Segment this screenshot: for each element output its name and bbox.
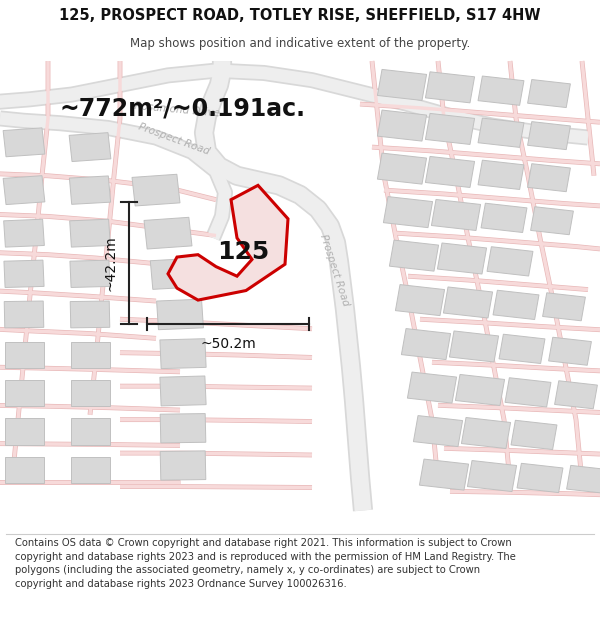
Text: Map shows position and indicative extent of the property.: Map shows position and indicative extent… (130, 38, 470, 51)
Polygon shape (554, 381, 598, 409)
Polygon shape (481, 203, 527, 232)
Polygon shape (493, 290, 539, 319)
Polygon shape (157, 299, 203, 330)
Polygon shape (70, 301, 110, 328)
Polygon shape (425, 72, 475, 103)
Polygon shape (3, 176, 45, 204)
Polygon shape (419, 459, 469, 490)
Polygon shape (70, 260, 110, 288)
Polygon shape (431, 199, 481, 231)
Polygon shape (132, 174, 180, 206)
Polygon shape (395, 284, 445, 316)
Polygon shape (3, 128, 45, 157)
Polygon shape (455, 374, 505, 406)
Polygon shape (425, 113, 475, 144)
Polygon shape (70, 176, 110, 204)
Polygon shape (69, 132, 111, 161)
Polygon shape (70, 219, 110, 247)
Polygon shape (4, 219, 44, 247)
Polygon shape (437, 243, 487, 274)
Polygon shape (413, 416, 463, 447)
Polygon shape (530, 207, 574, 235)
Polygon shape (160, 376, 206, 406)
Polygon shape (511, 420, 557, 449)
Polygon shape (5, 457, 44, 483)
Text: Prospect Road: Prospect Road (319, 232, 351, 307)
Polygon shape (527, 122, 571, 149)
Polygon shape (478, 76, 524, 106)
Polygon shape (150, 258, 198, 289)
Polygon shape (505, 378, 551, 407)
Polygon shape (377, 69, 427, 101)
Text: ~50.2m: ~50.2m (200, 338, 256, 351)
Polygon shape (71, 418, 110, 445)
Polygon shape (443, 287, 493, 318)
Text: Prospect Road: Prospect Road (137, 121, 211, 156)
Polygon shape (449, 331, 499, 362)
Polygon shape (377, 110, 427, 141)
Text: Rosamond Drive: Rosamond Drive (134, 101, 220, 118)
Polygon shape (377, 153, 427, 184)
Polygon shape (478, 118, 524, 148)
Polygon shape (71, 457, 110, 483)
Polygon shape (478, 160, 524, 189)
Polygon shape (425, 156, 475, 188)
Polygon shape (499, 334, 545, 364)
Polygon shape (566, 466, 600, 493)
Polygon shape (407, 372, 457, 403)
Polygon shape (5, 380, 44, 406)
Polygon shape (542, 292, 586, 321)
Polygon shape (401, 329, 451, 359)
Polygon shape (160, 339, 206, 369)
Polygon shape (517, 463, 563, 492)
Polygon shape (389, 240, 439, 271)
Polygon shape (71, 380, 110, 406)
Text: ~772m²/~0.191ac.: ~772m²/~0.191ac. (60, 97, 306, 121)
Polygon shape (160, 451, 206, 480)
Text: 125: 125 (217, 240, 269, 264)
Polygon shape (548, 338, 592, 365)
Text: 125, PROSPECT ROAD, TOTLEY RISE, SHEFFIELD, S17 4HW: 125, PROSPECT ROAD, TOTLEY RISE, SHEFFIE… (59, 8, 541, 23)
Text: Contains OS data © Crown copyright and database right 2021. This information is : Contains OS data © Crown copyright and d… (15, 538, 516, 589)
Polygon shape (461, 418, 511, 449)
Polygon shape (144, 217, 192, 249)
Polygon shape (383, 197, 433, 228)
Polygon shape (5, 342, 44, 368)
Polygon shape (4, 260, 44, 288)
Polygon shape (527, 164, 571, 192)
Polygon shape (4, 301, 44, 328)
Polygon shape (527, 79, 571, 107)
Polygon shape (467, 461, 517, 491)
Polygon shape (160, 414, 206, 443)
Polygon shape (71, 342, 110, 368)
Text: ~42.2m: ~42.2m (103, 235, 117, 291)
Polygon shape (168, 186, 288, 300)
Polygon shape (5, 418, 44, 445)
Polygon shape (487, 247, 533, 276)
